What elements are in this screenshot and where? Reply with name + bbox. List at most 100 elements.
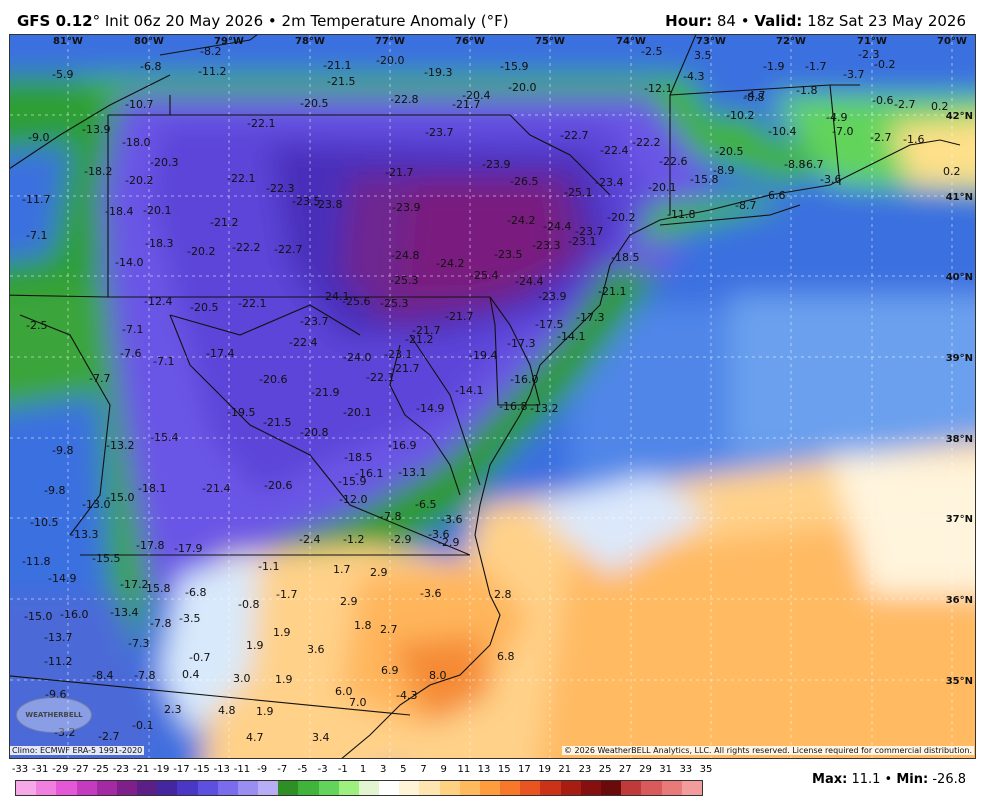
anomaly-value-label: -3.7 [843,68,864,81]
anomaly-value-label: -23.1 [568,235,596,248]
copyright-note: © 2026 WeatherBELL Analytics, LLC. All r… [562,746,974,755]
anomaly-value-label: -22.2 [632,136,660,149]
anomaly-value-label: -20.4 [462,89,490,102]
legend-swatch [358,781,380,795]
anomaly-value-label: -0.8 [238,598,259,611]
legend-tick-label: -19 [153,764,170,775]
anomaly-value-label: -20.6 [259,373,287,386]
longitude-label: 81°W [53,36,83,47]
init-text: ° Init 06z 20 May 2026 • 2m Temperature … [92,12,509,30]
anomaly-value-label: -21.1 [323,59,351,72]
de-border [489,296,541,406]
anomaly-value-label: 4.8 [218,704,236,717]
anomaly-value-label: -0.1 [132,719,153,732]
anomaly-value-label: -21.7 [391,362,419,375]
legend-swatch [641,781,662,795]
legend-swatch [399,781,420,795]
anomaly-value-label: 1.8 [354,619,372,632]
anomaly-value-label: -22.1 [366,371,394,384]
anomaly-value-label: -10.4 [768,125,796,138]
anomaly-value-label: 7.0 [349,696,367,709]
anomaly-value-label: 8.0 [429,669,447,682]
anomaly-value-label: -15.0 [106,491,134,504]
anomaly-value-label: -2.7 [894,98,915,111]
longitude-label: 73°W [696,36,726,47]
longitude-label: 76°W [455,36,485,47]
map-header: GFS 0.12° Init 06z 20 May 2026 • 2m Temp… [0,0,984,34]
anomaly-value-label: -22.1 [227,172,255,185]
longitude-label: 78°W [295,36,325,47]
anomaly-value-label: -9.8 [44,484,65,497]
min-value: -26.8 [932,772,966,787]
legend-swatch [580,781,601,795]
legend-tick-label: 9 [440,764,447,775]
legend-tick-label: 27 [618,764,632,775]
anomaly-value-label: -26.5 [510,175,538,188]
anomaly-value-label: -12.1 [644,82,672,95]
anomaly-value-label: -2.7 [870,131,891,144]
legend-tick-label: 21 [558,764,572,775]
anomaly-value-label: -23.5 [292,195,320,208]
anomaly-value-label: -8.7 [735,199,756,212]
latitude-label: 36°N [946,595,973,606]
hour-value: 84 [716,12,736,30]
chesapeake-west [389,344,461,496]
legend-tick-label: -1 [337,764,348,775]
legend-swatch [459,781,480,795]
legend-tick-label: 19 [538,764,551,775]
anomaly-value-label: -1.6 [903,133,924,146]
anomaly-value-label: 4.7 [246,731,264,744]
anomaly-value-label: -8.8 [784,158,805,171]
legend-tick-label: -13 [213,764,230,775]
anomaly-value-label: -21.7 [412,324,440,337]
legend-swatch [76,781,97,795]
legend-tick-label: -29 [52,764,69,775]
max-min-readout: Max: 11.1 • Min: -26.8 [812,772,966,787]
anomaly-value-label: -3.6 [441,513,462,526]
legend-swatch [137,781,158,795]
legend-swatch [439,781,460,795]
anomaly-value-label: -18.5 [611,251,639,264]
anomaly-value-label: -4.3 [683,70,704,83]
anomaly-value-label: -16.8 [499,400,527,413]
anomaly-value-label: 3.5 [694,49,712,62]
anomaly-value-label: -17.3 [507,337,535,350]
legend-tick-label: -21 [132,764,150,775]
legend-swatch [278,781,299,795]
legend-swatch [116,781,138,795]
anomaly-value-label: 0.2 [943,165,961,178]
anomaly-value-label: -7.8 [134,669,155,682]
anomaly-value-label: -2.9 [390,533,411,546]
legend-tick-label: -9 [257,764,268,775]
legend-tick-label: 11 [457,764,471,775]
legend-tick-label: -15 [193,764,210,775]
longitude-label: 79°W [214,36,244,47]
anomaly-value-label: -10.5 [30,516,58,529]
max-label: Max: [812,772,848,787]
anomaly-value-label: -7.1 [26,229,47,242]
latitude-label: 42°N [946,111,973,122]
legend-swatch [338,781,359,795]
anomaly-value-label: -20.1 [143,204,171,217]
anomaly-value-label: -3.6 [428,528,449,541]
anomaly-value-label: -13.0 [82,498,110,511]
lake-ontario-shore [159,35,258,56]
legend-tick-label: -7 [277,764,288,775]
anomaly-value-label: -23.4 [595,176,623,189]
legend-swatch [500,781,521,795]
legend-tick-label: -3 [317,764,328,775]
anomaly-value-label: -25.6 [342,295,370,308]
anomaly-value-label: -24.8 [391,249,419,262]
anomaly-value-label: -7.0 [832,125,853,138]
anomaly-value-label: -15.9 [500,60,528,73]
anomaly-value-label: -22.3 [266,182,294,195]
anomaly-value-label: -20.2 [187,245,215,258]
anomaly-value-label: -3.5 [179,612,200,625]
anomaly-value-label: -0.7 [189,651,210,664]
anomaly-value-label: -25.3 [380,297,408,310]
anomaly-value-label: -16.1 [355,467,383,480]
anomaly-value-label: -1.7 [276,588,297,601]
va-wv-border [169,314,471,556]
anomaly-value-label: -14.9 [48,572,76,585]
latitude-grid [10,114,975,681]
